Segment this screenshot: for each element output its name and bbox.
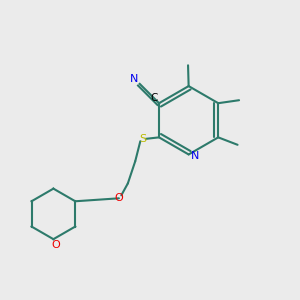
Text: O: O: [51, 239, 60, 250]
Text: N: N: [191, 151, 200, 161]
Text: N: N: [130, 74, 139, 83]
Text: C: C: [151, 93, 158, 103]
Text: O: O: [115, 193, 123, 203]
Text: S: S: [139, 134, 146, 144]
